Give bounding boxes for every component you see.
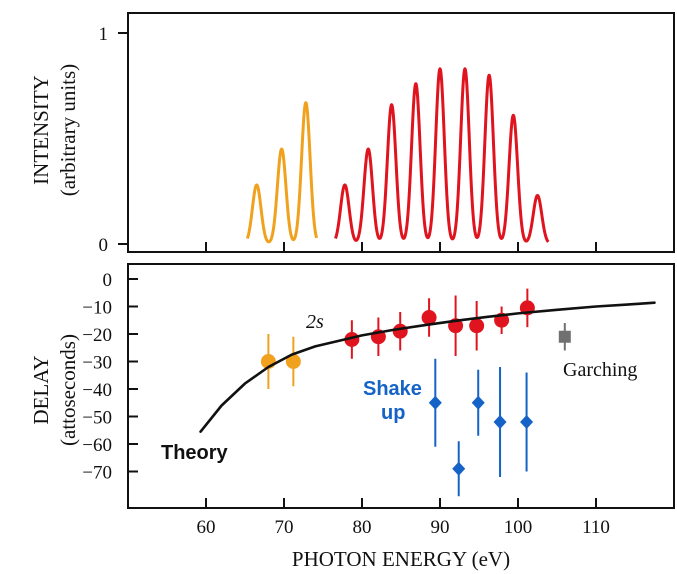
- x-axis-label: PHOTON ENERGY (eV): [292, 547, 510, 571]
- annotation-theory: Theory: [161, 442, 229, 464]
- data-point: [558, 330, 571, 343]
- delay-x-tick-label: 100: [504, 517, 533, 538]
- intensity-y-tick-label: 0: [99, 235, 109, 256]
- delay-panel: 0 −10 −20 −30 −40 −50 −60 −70 60 70 80 90 100 110 DE…: [29, 263, 675, 571]
- intensity-spectrum-orange: [245, 101, 319, 244]
- data-point: [392, 323, 408, 339]
- delay-y-tick-label: 0: [103, 270, 113, 291]
- delay-x-tick-label: 60: [197, 517, 216, 538]
- delay-y-ticks: 0 −10 −20 −30 −40 −50 −60 −70: [82, 270, 138, 484]
- delay-x-tick-label: 110: [582, 517, 610, 538]
- intensity-x-ticks: [205, 242, 597, 252]
- data-point: [285, 354, 301, 369]
- series-shakeup-points: [428, 358, 534, 497]
- delay-x-tick-label: 70: [275, 517, 294, 538]
- annotation-shake: Shake: [363, 378, 422, 400]
- intensity-spectra: [245, 67, 550, 244]
- series-theory-curve: [199, 301, 656, 433]
- delay-x-tick-label: 80: [353, 517, 372, 538]
- intensity-plot-frame: [127, 12, 675, 253]
- delay-y-tick-label: −10: [82, 298, 112, 319]
- delay-y-tick-label: −60: [82, 435, 112, 456]
- data-point: [493, 415, 507, 429]
- delay-y-tick-label: −50: [82, 408, 112, 429]
- series-garching-point: [558, 323, 571, 351]
- annotation-2s: 2s: [306, 311, 324, 333]
- intensity-y-ticks: 01: [99, 24, 128, 256]
- delay-x-tick-label: 90: [431, 517, 450, 538]
- delay-series: [199, 288, 656, 497]
- data-point: [471, 395, 485, 410]
- intensity-y-tick-label: 1: [99, 24, 109, 45]
- annotation-garching: Garching: [563, 359, 637, 381]
- delay-y-axis-label: DELAY: [29, 355, 53, 424]
- data-point: [469, 318, 485, 334]
- delay-y-tick-label: −70: [82, 463, 112, 484]
- delay-y-tick-label: −30: [82, 353, 112, 374]
- delay-x-ticks: 60 70 80 90 100 110: [197, 498, 610, 538]
- series-orange-points: [260, 334, 301, 389]
- data-point: [428, 395, 442, 410]
- delay-y-tick-label: −40: [82, 380, 112, 401]
- delay-y-axis-units: (attoseconds): [56, 334, 80, 446]
- theory-line: [199, 301, 656, 433]
- intensity-panel: 01 INTENSITY (arbitrary units): [29, 12, 675, 256]
- intensity-y-axis-label: INTENSITY: [29, 75, 53, 185]
- intensity-spectrum-red: [334, 67, 550, 244]
- data-point: [452, 461, 466, 476]
- delay-y-tick-label: −20: [82, 325, 112, 346]
- data-point: [520, 415, 534, 429]
- intensity-y-axis-units: (arbitrary units): [56, 64, 80, 196]
- delay-plot-frame: [127, 263, 675, 509]
- data-point: [421, 310, 437, 325]
- annotation-up: up: [381, 402, 405, 424]
- annotation-2s-text: 2s: [306, 311, 324, 333]
